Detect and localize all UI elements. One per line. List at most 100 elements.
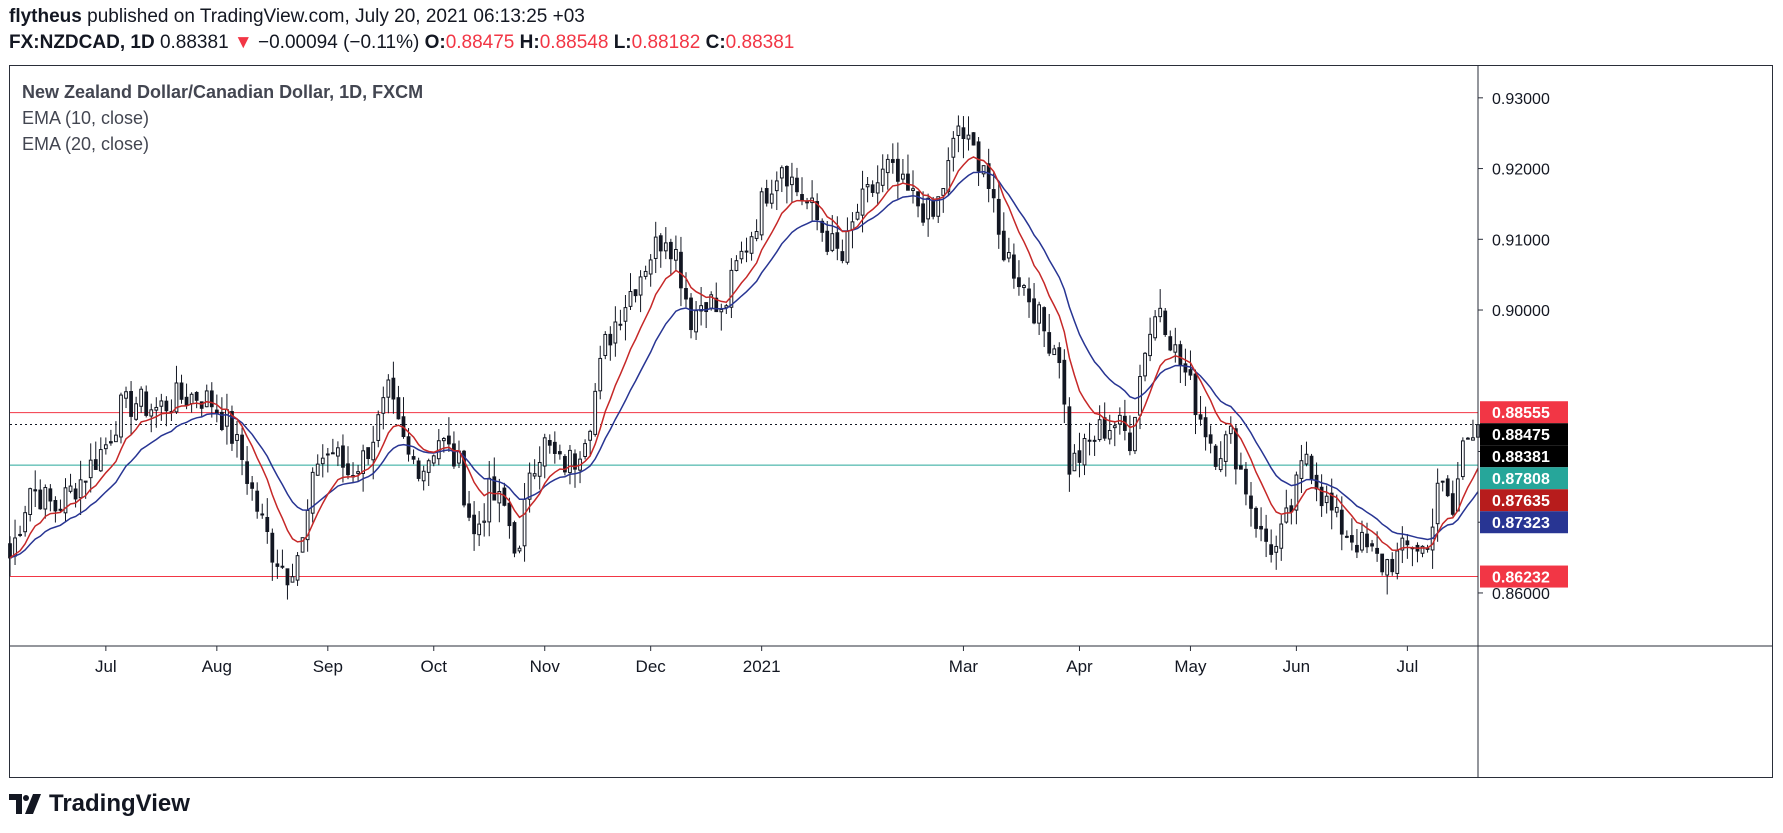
candle-body	[1198, 414, 1203, 420]
candle-body	[825, 230, 830, 252]
candle-body	[1228, 425, 1233, 435]
candle-body	[1395, 550, 1400, 574]
candle-body	[1344, 535, 1349, 538]
open-label: O:	[424, 32, 446, 53]
candle-body	[1254, 507, 1258, 529]
candle-body	[93, 459, 98, 470]
candle-body	[1107, 430, 1112, 440]
candle-body	[1360, 531, 1364, 551]
candle-body	[926, 197, 931, 220]
candle-body	[633, 289, 638, 297]
candle-body	[946, 160, 951, 193]
candle-body	[209, 390, 214, 408]
candle-body	[1037, 304, 1041, 324]
tradingview-logo[interactable]: TradingView	[9, 790, 190, 818]
candle-body	[194, 391, 199, 401]
candle-body	[936, 196, 941, 217]
candle-body	[109, 441, 113, 444]
low-label: L:	[613, 32, 632, 53]
candle-body	[149, 409, 154, 417]
candle-body	[563, 456, 567, 473]
candle-body	[482, 520, 487, 523]
candle-body	[759, 191, 764, 236]
candle-body	[1148, 333, 1152, 357]
y-tick-label: 0.91000	[1492, 232, 1550, 249]
candle-body	[623, 307, 628, 322]
candle-body	[880, 168, 885, 186]
candle-body	[1370, 543, 1374, 547]
candle-body	[517, 547, 522, 552]
candle-body	[764, 188, 769, 204]
candle-body	[537, 461, 542, 477]
candle-body	[895, 158, 900, 182]
price-label: 0.88475	[1492, 427, 1550, 444]
legend-ema20[interactable]: EMA (20, close)	[22, 134, 150, 154]
x-tick-label: Jul	[95, 657, 117, 676]
candle-body	[1385, 559, 1390, 576]
candle-body	[795, 177, 799, 193]
candle-body	[431, 455, 436, 464]
candle-body	[58, 508, 63, 511]
candle-body	[330, 452, 335, 455]
candle-body	[694, 310, 698, 333]
candle-body	[8, 543, 12, 559]
legend-title[interactable]: New Zealand Dollar/Canadian Dollar, 1D, …	[22, 82, 424, 102]
x-tick-label: 2021	[743, 657, 781, 676]
candle-body	[628, 291, 633, 307]
candle-body	[986, 163, 991, 189]
candle-body	[805, 201, 809, 204]
author-name[interactable]: flytheus	[9, 6, 82, 27]
candle-body	[88, 459, 93, 479]
candle-body	[608, 333, 613, 346]
price-label: 0.88555	[1492, 405, 1550, 422]
candle-body	[643, 270, 648, 277]
candle-body	[204, 390, 209, 408]
candle-body	[245, 461, 249, 484]
candle-body	[1284, 507, 1289, 523]
candle-body	[1012, 254, 1016, 279]
candle-body	[366, 447, 371, 459]
candle-body	[310, 471, 315, 514]
candle-body	[1077, 450, 1082, 463]
candle-body	[1471, 437, 1475, 441]
y-tick-label: 0.92000	[1492, 162, 1550, 179]
candle-body	[542, 437, 547, 467]
candle-body	[754, 231, 759, 239]
candle-body	[1450, 493, 1455, 515]
candle-body	[391, 377, 396, 400]
candle-body	[774, 180, 779, 192]
chart-frame[interactable]	[9, 65, 1773, 778]
open-value: 0.88475	[445, 32, 515, 53]
candle-body	[668, 241, 673, 260]
candle-body	[981, 165, 986, 175]
candle-body	[653, 236, 658, 259]
candle-body	[381, 397, 386, 414]
candle-body	[532, 473, 537, 477]
candle-body	[931, 200, 936, 217]
candle-body	[68, 485, 73, 492]
x-tick-label: Dec	[636, 657, 667, 676]
legend-ema10[interactable]: EMA (10, close)	[22, 108, 150, 128]
candle-body	[48, 488, 53, 502]
candle-body	[78, 479, 83, 499]
candle-body	[906, 173, 910, 191]
candle-body	[1032, 298, 1036, 324]
candle-body	[547, 440, 552, 446]
candle-body	[295, 555, 300, 581]
candle-body	[890, 159, 895, 163]
x-tick-label: Oct	[421, 657, 448, 676]
candle-body	[139, 388, 144, 407]
candle-body	[1117, 414, 1122, 425]
candle-body	[951, 137, 956, 158]
candle-body	[416, 460, 421, 479]
candle-body	[184, 396, 189, 406]
candle-body	[714, 297, 719, 313]
candle-body	[1087, 439, 1092, 442]
candle-body	[1445, 478, 1450, 497]
candle-body	[749, 236, 754, 254]
candle-body	[174, 382, 179, 413]
candle-body	[1259, 525, 1263, 530]
candle-body	[1052, 348, 1057, 356]
candle-body	[1455, 478, 1460, 512]
